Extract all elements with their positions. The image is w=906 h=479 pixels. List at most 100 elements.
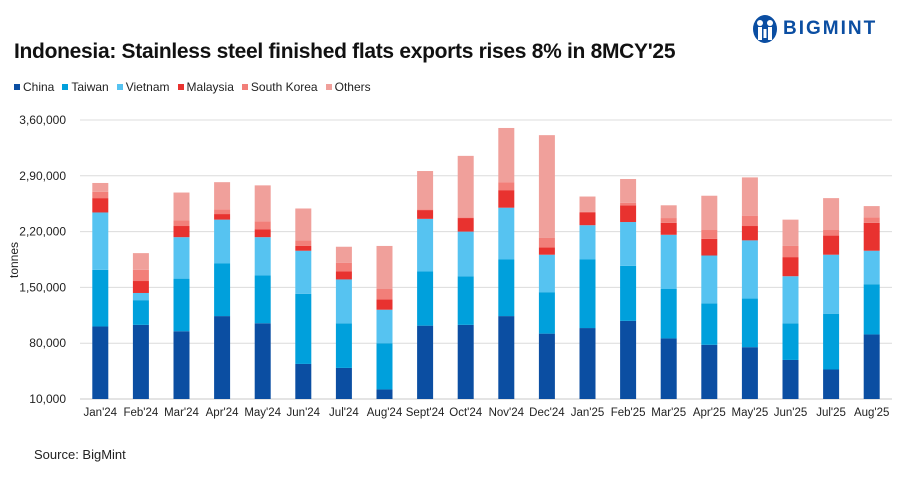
bar-segment-china [335, 367, 352, 399]
bar-segment-vietnam [538, 254, 555, 293]
legend-label: Vietnam [125, 80, 170, 94]
bar-segment-vietnam [579, 225, 596, 260]
x-tick-label: Aug'24 [367, 407, 403, 419]
bar-segment-south-korea [173, 220, 190, 227]
legend-swatch [62, 84, 69, 90]
bar-segment-taiwan [579, 259, 596, 329]
bar-segment-south-korea [295, 240, 312, 246]
bar-segment-taiwan [254, 275, 271, 324]
bar-segment-china [295, 363, 312, 399]
bar-segment-others [254, 185, 271, 222]
bar-segment-malaysia [823, 235, 840, 255]
bar-segment-south-korea [417, 209, 434, 211]
bar-segment-malaysia [132, 281, 149, 293]
x-tick-label: Oct'24 [449, 407, 482, 419]
bar-segment-vietnam [376, 309, 393, 344]
bar-segment-taiwan [863, 284, 880, 335]
bar-segment-taiwan [295, 293, 312, 364]
legend-item: Taiwan [62, 80, 109, 94]
bar-segment-malaysia [335, 271, 352, 280]
y-tick-label: 80,000 [29, 336, 66, 350]
bar-segment-vietnam [701, 255, 718, 304]
bar-segment-south-korea [579, 211, 596, 213]
bar-segment-south-korea [457, 217, 474, 219]
bar-segment-south-korea [620, 202, 637, 206]
bar-segment-taiwan [92, 269, 109, 327]
bar-segment-others [782, 219, 799, 246]
bar-segment-others [579, 196, 596, 212]
bar-segment-malaysia [660, 222, 677, 235]
x-tick-label: Sept'24 [406, 407, 445, 419]
bar-segment-taiwan [701, 303, 718, 345]
bar-segment-south-korea [376, 288, 393, 300]
bar-segment-taiwan [417, 271, 434, 326]
legend: China Taiwan Vietnam Malaysia South Korea Oth… [14, 80, 379, 94]
x-tick-label: Aug'25 [854, 407, 889, 419]
bar-segment-vietnam [173, 237, 190, 279]
bar-segment-taiwan [660, 288, 677, 339]
bar-segment-taiwan [457, 276, 474, 325]
bar-segment-vietnam [92, 212, 109, 270]
bar-segment-others [701, 195, 718, 231]
bar-segment-south-korea [132, 269, 149, 282]
legend-swatch [241, 84, 248, 90]
bar-segment-vietnam [335, 279, 352, 324]
legend-label: South Korea [250, 80, 318, 94]
bar-segment-malaysia [173, 226, 190, 238]
bigmint-logo-icon [753, 15, 777, 43]
x-tick-label: Feb'25 [611, 407, 646, 419]
bar-segment-south-korea [254, 221, 271, 230]
bar-segment-china [417, 325, 434, 399]
bar-segment-south-korea [863, 217, 880, 223]
bar-segment-vietnam [782, 276, 799, 324]
bar-segment-vietnam [214, 219, 231, 264]
bar-segment-malaysia [741, 226, 758, 241]
legend-label: China [23, 80, 55, 94]
bar-segment-south-korea [538, 237, 555, 248]
bar-segment-china [376, 389, 393, 399]
bar-segment-malaysia [214, 214, 231, 220]
x-tick-label: Apr'24 [206, 407, 239, 419]
bar-segment-malaysia [92, 198, 109, 213]
bar-segment-vietnam [254, 237, 271, 276]
x-tick-label: Jul'25 [816, 407, 846, 419]
bar-segment-others [823, 198, 840, 231]
bar-segment-others [863, 206, 880, 218]
y-tick-label: 2,20,000 [19, 225, 66, 239]
bar-segment-south-korea [660, 218, 677, 223]
bar-segment-malaysia [254, 229, 271, 238]
bar-segment-taiwan [741, 298, 758, 348]
bar-segment-china [660, 338, 677, 399]
bar-segment-others [538, 135, 555, 238]
legend-swatch [116, 84, 123, 90]
bar-segment-malaysia [863, 222, 880, 251]
bar-segment-others [214, 182, 231, 210]
bar-segment-malaysia [498, 190, 515, 208]
x-tick-label: Dec'24 [529, 407, 565, 419]
chart-title: Indonesia: Stainless steel finished flat… [14, 40, 676, 63]
x-tick-label: May'25 [732, 407, 769, 419]
x-tick-label: Jun'25 [774, 407, 808, 419]
y-tick-label: 1,50,000 [19, 280, 66, 294]
bar-segment-taiwan [782, 323, 799, 360]
bar-segment-south-korea [335, 262, 352, 272]
bar-segment-south-korea [214, 209, 231, 215]
bar-segment-vietnam [295, 250, 312, 294]
bar-segment-malaysia [620, 205, 637, 223]
bar-segment-china [782, 359, 799, 399]
x-tick-label: Jan'25 [571, 407, 605, 419]
legend-label: Taiwan [71, 80, 109, 94]
bar-segment-others [417, 171, 434, 210]
x-tick-label: Mar'24 [164, 407, 199, 419]
bar-segment-china [132, 324, 149, 399]
bar-segment-vietnam [823, 254, 840, 314]
bar-segment-malaysia [579, 212, 596, 226]
bar-segment-south-korea [92, 191, 109, 199]
x-tick-label: Apr'25 [693, 407, 726, 419]
legend-swatch [14, 84, 20, 90]
bar-segment-others [457, 155, 474, 218]
bar-segment-taiwan [376, 343, 393, 390]
bar-segment-others [376, 245, 393, 289]
bar-segment-malaysia [538, 247, 555, 255]
